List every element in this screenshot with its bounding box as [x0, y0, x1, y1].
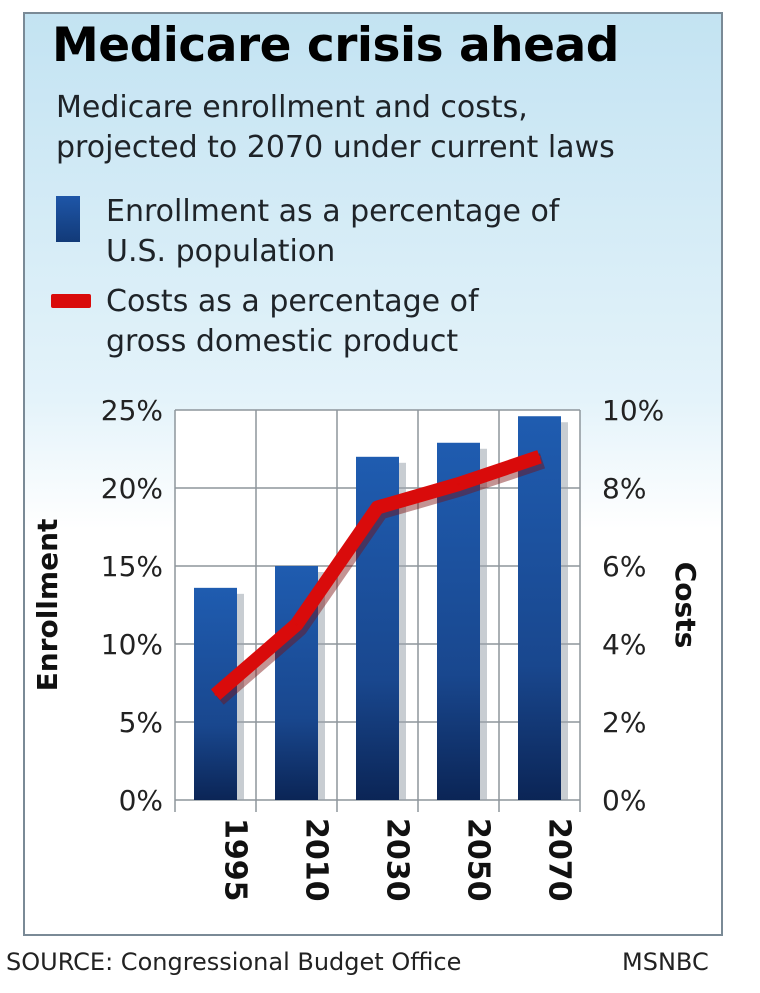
- legend-costs-label-line-2: gross domestic product: [106, 324, 459, 359]
- y-tick-label-right: 10%: [602, 394, 664, 427]
- cost-line: [210, 450, 546, 705]
- y-tick-label-left: 20%: [101, 472, 163, 505]
- x-tick-label: 2010: [299, 818, 334, 902]
- bars: [194, 416, 561, 800]
- cost-point: [295, 623, 298, 626]
- legend-costs-label-line-1: Costs as a percentage of: [106, 284, 479, 319]
- y-tick-label-right: 0%: [602, 784, 646, 817]
- cost-point: [376, 506, 379, 509]
- chart-subtitle-line-2: projected to 2070 under current laws: [56, 130, 615, 165]
- y-tick-label-right: 8%: [602, 472, 646, 505]
- legend-enrollment-label-line-2: U.S. population: [106, 234, 336, 269]
- bar-enrollment: [437, 442, 480, 800]
- legend-enrollment-swatch: [56, 196, 80, 242]
- x-tick-label: 2070: [542, 818, 577, 902]
- y-axis-title-costs: Costs: [669, 562, 702, 649]
- y-axis-title-enrollment: Enrollment: [31, 519, 64, 692]
- x-tick-label: 2030: [380, 818, 415, 902]
- legend-enrollment-label-line-1: Enrollment as a percentage of: [106, 194, 560, 229]
- source-note: SOURCE: Congressional Budget Office: [6, 948, 462, 976]
- y-tick-label-left: 5%: [119, 706, 163, 739]
- y-tick-label-right: 4%: [602, 628, 646, 661]
- credit-label: MSNBC: [622, 948, 709, 976]
- bar-enrollment: [518, 416, 561, 800]
- y-tick-label-left: 15%: [101, 550, 163, 583]
- x-tick-label: 1995: [218, 818, 253, 902]
- y-tick-label-right: 2%: [602, 706, 646, 739]
- legend-costs-swatch: [51, 294, 91, 308]
- chart-title: Medicare crisis ahead: [52, 18, 619, 73]
- x-tick-label: 2050: [461, 818, 496, 902]
- y-tick-label-right: 6%: [602, 550, 646, 583]
- cost-point: [538, 455, 541, 458]
- cost-point: [214, 693, 217, 696]
- y-tick-label-left: 10%: [101, 628, 163, 661]
- y-tick-label-left: 25%: [101, 394, 163, 427]
- chart-subtitle-line-1: Medicare enrollment and costs,: [56, 90, 528, 125]
- y-tick-label-left: 0%: [119, 784, 163, 817]
- axes: 0% 5% 10% 15% 20% 25% 0% 2% 4% 6% 8% 10% 1995 2010 203…: [101, 394, 664, 902]
- cost-point: [457, 483, 460, 486]
